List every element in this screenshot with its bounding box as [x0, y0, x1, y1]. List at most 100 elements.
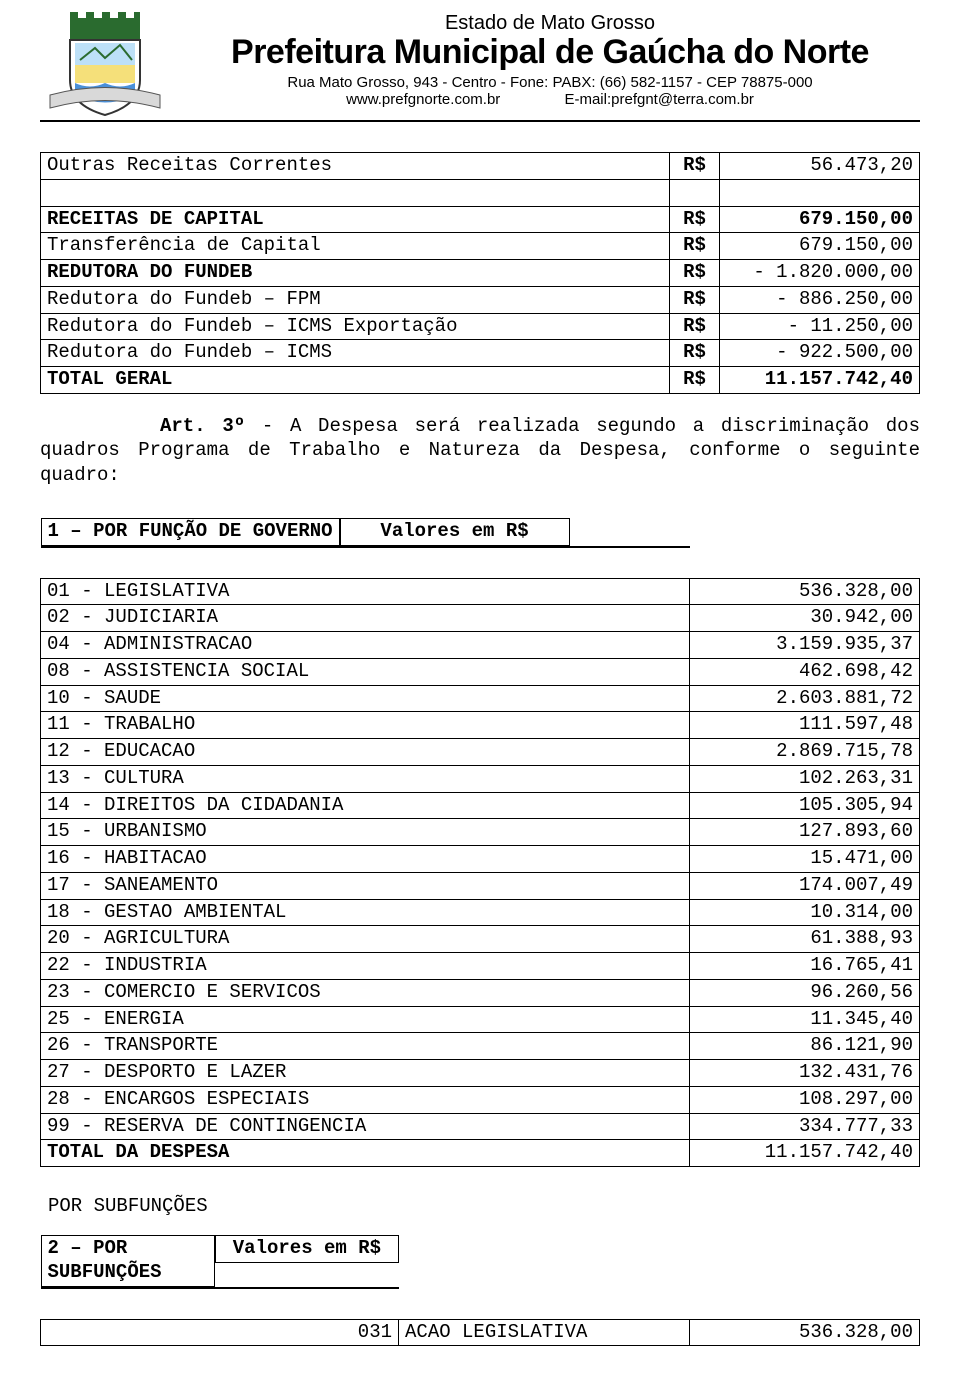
row-description: 15 - URBANISMO — [41, 819, 690, 846]
table-row: 23 - COMERCIO E SERVICOS96.260,56 — [41, 979, 920, 1006]
table-row: REDUTORA DO FUNDEBR$- 1.820.000,00 — [41, 260, 920, 287]
row-value: 127.893,60 — [690, 819, 920, 846]
row-value: 111.597,48 — [690, 712, 920, 739]
row-value: 16.765,41 — [690, 953, 920, 980]
row-description: Transferência de Capital — [41, 233, 670, 260]
header-right: Valores em R$ — [340, 518, 570, 546]
row-value: 679.150,00 — [720, 233, 920, 260]
row-description: 27 - DESPORTO E LAZER — [41, 1060, 690, 1087]
table-row: 01 - LEGISLATIVA536.328,00 — [41, 578, 920, 605]
table-row: 13 - CULTURA102.263,31 — [41, 765, 920, 792]
row-value: - 886.250,00 — [720, 286, 920, 313]
row-value: - 922.500,00 — [720, 340, 920, 367]
row-description: Redutora do Fundeb – ICMS — [41, 340, 670, 367]
row-description: 11 - TRABALHO — [41, 712, 690, 739]
table-row: 27 - DESPORTO E LAZER132.431,76 — [41, 1060, 920, 1087]
receitas-table: Outras Receitas CorrentesR$56.473,20 REC… — [40, 152, 920, 394]
row-value: 679.150,00 — [720, 206, 920, 233]
email: E-mail:prefgnt@terra.com.br — [564, 91, 753, 108]
row-description: 99 - RESERVA DE CONTINGENCIA — [41, 1113, 690, 1140]
row-value: 132.431,76 — [690, 1060, 920, 1087]
document-header: Estado de Mato Grosso Prefeitura Municip… — [40, 0, 920, 122]
row-value: 10.314,00 — [690, 899, 920, 926]
table-row: Redutora do Fundeb – FPMR$- 886.250,00 — [41, 286, 920, 313]
table-row: 25 - ENERGIA11.345,40 — [41, 1006, 920, 1033]
subfuncoes-table: 2 – POR SUBFUNÇÕESValores em R$ 031ACAO L… — [40, 1225, 920, 1346]
row-description: 04 - ADMINISTRACAO — [41, 632, 690, 659]
row-description: Redutora do Fundeb – FPM — [41, 286, 670, 313]
row-description: RECEITAS DE CAPITAL — [41, 206, 670, 233]
table-row: 20 - AGRICULTURA61.388,93 — [41, 926, 920, 953]
total-value: 11.157.742,40 — [690, 1140, 920, 1167]
row-description: 08 - ASSISTENCIA SOCIAL — [41, 658, 690, 685]
table-row: Outras Receitas CorrentesR$56.473,20 — [41, 153, 920, 180]
table-row: 02 - JUDICIARIA30.942,00 — [41, 605, 920, 632]
header-left: 1 – POR FUNÇÃO DE GOVERNO — [41, 518, 340, 546]
table-row: 04 - ADMINISTRACAO3.159.935,37 — [41, 632, 920, 659]
row-description: 28 - ENCARGOS ESPECIAIS — [41, 1086, 690, 1113]
website: www.prefgnorte.com.br — [346, 91, 500, 108]
row-value: 11.157.742,40 — [720, 367, 920, 394]
row-description: Outras Receitas Correntes — [41, 153, 670, 180]
row-value: 56.473,20 — [720, 153, 920, 180]
row-description: 13 - CULTURA — [41, 765, 690, 792]
article-3-text: Art. 3º - A Despesa será realizada segun… — [40, 414, 920, 488]
table-row: Redutora do Fundeb – ICMSR$- 922.500,00 — [41, 340, 920, 367]
table-row: 031ACAO LEGISLATIVA536.328,00 — [41, 1319, 920, 1346]
table-header-row: 2 – POR SUBFUNÇÕESValores em R$ — [41, 1225, 399, 1289]
row-value: 462.698,42 — [690, 658, 920, 685]
row-value: - 1.820.000,00 — [720, 260, 920, 287]
row-value: 174.007,49 — [690, 872, 920, 899]
row-value: 3.159.935,37 — [690, 632, 920, 659]
table-row: 11 - TRABALHO111.597,48 — [41, 712, 920, 739]
table-row: 10 - SAUDE2.603.881,72 — [41, 685, 920, 712]
row-description: Redutora do Fundeb – ICMS Exportação — [41, 313, 670, 340]
table-header-row: 1 – POR FUNÇÃO DE GOVERNOValores em R$ — [41, 508, 690, 548]
row-currency: R$ — [670, 367, 720, 394]
row-value: 15.471,00 — [690, 846, 920, 873]
row-value: 96.260,56 — [690, 979, 920, 1006]
row-description: 17 - SANEAMENTO — [41, 872, 690, 899]
row-currency: R$ — [670, 153, 720, 180]
table-row: 17 - SANEAMENTO174.007,49 — [41, 872, 920, 899]
funcao-governo-table: 1 – POR FUNÇÃO DE GOVERNOValores em R$ 01… — [40, 508, 920, 1167]
article-label: Art. 3º — [160, 415, 245, 437]
row-currency: R$ — [670, 286, 720, 313]
table-row: 22 - INDUSTRIA16.765,41 — [41, 953, 920, 980]
row-description: 14 - DIREITOS DA CIDADANIA — [41, 792, 690, 819]
row-description: 10 - SAUDE — [41, 685, 690, 712]
row-description: 02 - JUDICIARIA — [41, 605, 690, 632]
row-description: 01 - LEGISLATIVA — [41, 578, 690, 605]
row-code: 031 — [41, 1319, 399, 1346]
table-total-row: TOTAL DA DESPESA11.157.742,40 — [41, 1140, 920, 1167]
row-currency: R$ — [670, 233, 720, 260]
table-row: 08 - ASSISTENCIA SOCIAL462.698,42 — [41, 658, 920, 685]
row-description: 20 - AGRICULTURA — [41, 926, 690, 953]
row-description: 25 - ENERGIA — [41, 1006, 690, 1033]
table-row: 15 - URBANISMO127.893,60 — [41, 819, 920, 846]
row-description: ACAO LEGISLATIVA — [399, 1319, 690, 1346]
table-row: 16 - HABITACAO15.471,00 — [41, 846, 920, 873]
state-name: Estado de Mato Grosso — [180, 12, 920, 35]
table-row: 28 - ENCARGOS ESPECIAIS108.297,00 — [41, 1086, 920, 1113]
row-currency: R$ — [670, 260, 720, 287]
table-row: 26 - TRANSPORTE86.121,90 — [41, 1033, 920, 1060]
row-currency: R$ — [670, 340, 720, 367]
table-row: 12 - EDUCACAO2.869.715,78 — [41, 739, 920, 766]
row-description: 16 - HABITACAO — [41, 846, 690, 873]
table-row: 99 - RESERVA DE CONTINGENCIA334.777,33 — [41, 1113, 920, 1140]
row-value: 536.328,00 — [690, 1319, 920, 1346]
row-currency: R$ — [670, 206, 720, 233]
row-value: 334.777,33 — [690, 1113, 920, 1140]
row-value: - 11.250,00 — [720, 313, 920, 340]
row-value: 105.305,94 — [690, 792, 920, 819]
row-currency: R$ — [670, 313, 720, 340]
row-value: 30.942,00 — [690, 605, 920, 632]
table-row: 18 - GESTAO AMBIENTAL10.314,00 — [41, 899, 920, 926]
header-left: 2 – POR SUBFUNÇÕES — [41, 1235, 216, 1287]
table-row: Redutora do Fundeb – ICMS ExportaçãoR$- … — [41, 313, 920, 340]
row-value: 102.263,31 — [690, 765, 920, 792]
total-label: TOTAL DA DESPESA — [41, 1140, 690, 1167]
row-description: 12 - EDUCACAO — [41, 739, 690, 766]
row-value: 61.388,93 — [690, 926, 920, 953]
